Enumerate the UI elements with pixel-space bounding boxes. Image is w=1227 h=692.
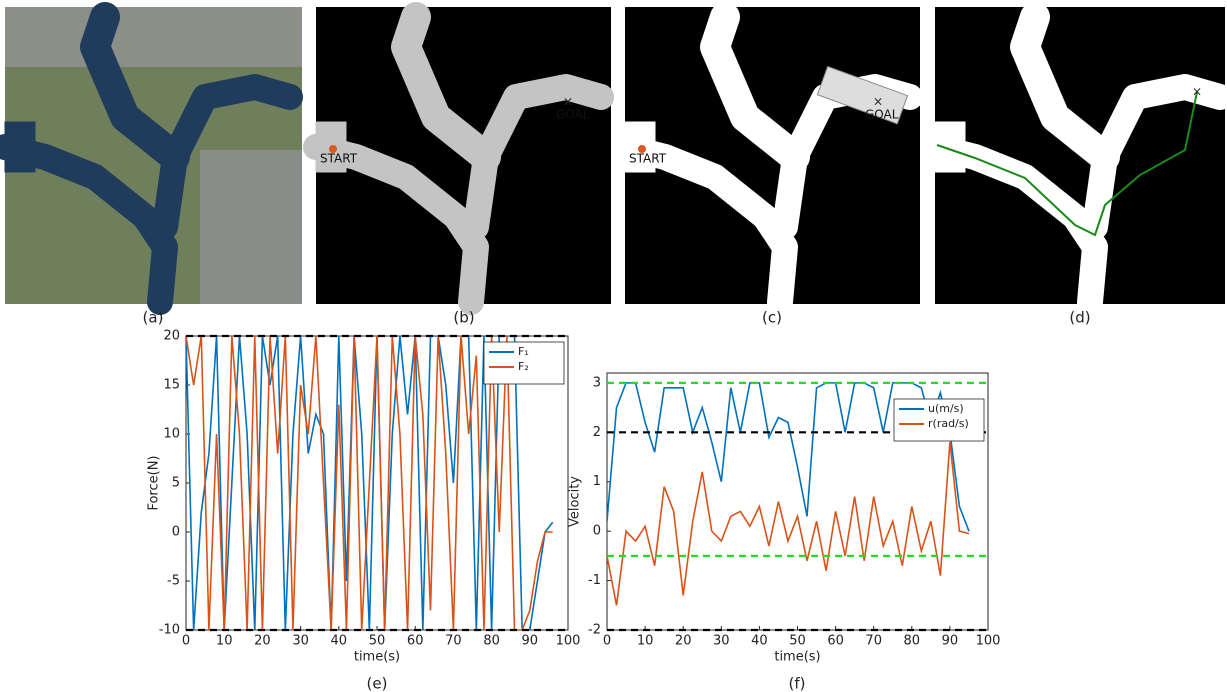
y-tick-label: 10 — [163, 427, 180, 442]
y-tick-label: -1 — [588, 573, 601, 588]
y-tick-label: 1 — [593, 474, 601, 489]
x-tick-label: 10 — [637, 634, 654, 649]
y-tick-label: 2 — [593, 425, 601, 440]
x-tick-label: 40 — [331, 634, 348, 649]
data-line — [186, 336, 554, 630]
start-label: START — [629, 152, 667, 166]
legend-label: r(rad/s) — [928, 417, 969, 430]
x-axis-label: time(s) — [354, 650, 400, 665]
x-tick-label: 90 — [942, 634, 959, 649]
data-line — [607, 442, 970, 606]
map-b: × START GOAL — [316, 7, 611, 304]
legend-label: F₂ — [518, 360, 529, 373]
x-tick-label: 20 — [675, 634, 692, 649]
x-tick-label: 40 — [751, 634, 768, 649]
y-tick-label: -2 — [588, 623, 601, 638]
legend-box — [893, 398, 985, 442]
panel-caption: (a) — [143, 309, 164, 327]
y-tick-label: -10 — [159, 623, 180, 638]
svg-text:×: × — [563, 95, 573, 109]
panel-caption: (f) — [789, 675, 806, 692]
panel-caption: (c) — [762, 309, 782, 327]
y-tick-label: 15 — [163, 378, 180, 393]
x-tick-label: 90 — [522, 634, 539, 649]
panel-caption: (e) — [367, 675, 388, 692]
y-tick-label: 5 — [172, 476, 180, 491]
goal-label: GOAL — [865, 108, 899, 122]
x-tick-label: 100 — [976, 634, 1001, 649]
svg-text:×: × — [873, 95, 883, 109]
x-tick-label: 70 — [445, 634, 462, 649]
y-axis-label: Force(N) — [147, 455, 162, 510]
y-axis-label: Velocity — [568, 476, 583, 527]
x-tick-label: 50 — [369, 634, 386, 649]
svg-text:×: × — [1192, 85, 1202, 99]
x-tick-label: 60 — [407, 634, 424, 649]
start-label: START — [320, 152, 358, 166]
x-tick-label: 0 — [182, 634, 190, 649]
legend-label: u(m/s) — [928, 402, 964, 415]
x-tick-label: 30 — [292, 634, 309, 649]
x-tick-label: 50 — [789, 634, 806, 649]
x-tick-label: 80 — [483, 634, 500, 649]
x-axis-label: time(s) — [774, 650, 820, 665]
plot-lines — [186, 336, 554, 630]
data-line — [186, 336, 553, 630]
y-tick-label: 3 — [593, 375, 601, 390]
satellite-image — [5, 7, 302, 304]
panel-caption: (d) — [1069, 309, 1090, 327]
legend-label: F₁ — [518, 345, 529, 358]
x-tick-label: 80 — [904, 634, 921, 649]
x-tick-label: 70 — [865, 634, 882, 649]
y-tick-label: 20 — [163, 329, 180, 344]
y-tick-label: -5 — [167, 574, 180, 589]
map-c: × START GOAL — [625, 7, 920, 304]
x-tick-label: 10 — [216, 634, 233, 649]
legend-box — [483, 341, 565, 385]
y-tick-label: 0 — [172, 525, 180, 540]
panel-caption: (b) — [453, 309, 474, 327]
x-tick-label: 20 — [254, 634, 271, 649]
x-tick-label: 0 — [603, 634, 611, 649]
goal-label: GOAL — [556, 108, 590, 122]
x-tick-label: 100 — [556, 634, 581, 649]
x-tick-label: 30 — [713, 634, 730, 649]
x-tick-label: 60 — [827, 634, 844, 649]
map-d: × — [935, 7, 1225, 304]
y-tick-label: 0 — [593, 524, 601, 539]
